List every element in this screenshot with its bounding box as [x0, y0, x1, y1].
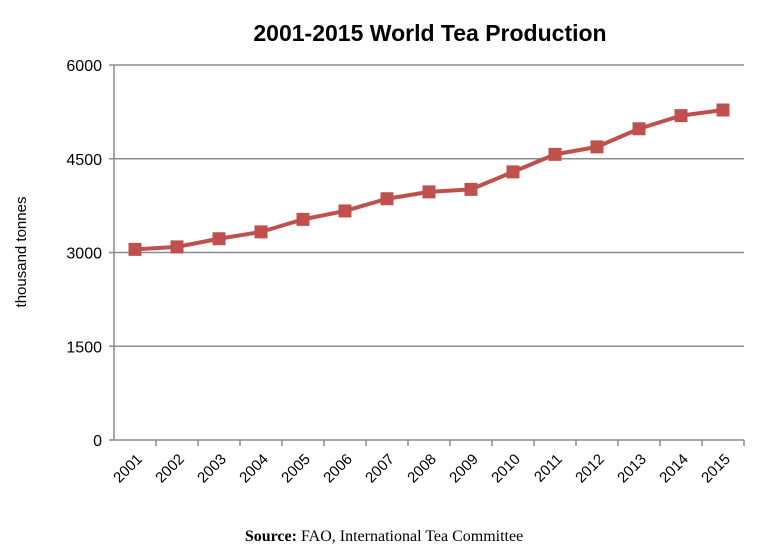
data-point [170, 240, 184, 254]
data-point [254, 225, 268, 239]
data-point [128, 242, 142, 256]
x-tick-label: 2008 [404, 451, 440, 487]
data-point [716, 103, 730, 117]
x-tick-label: 2009 [446, 451, 482, 487]
x-tick-label: 2015 [698, 451, 734, 487]
chart-title: 2001-2015 World Tea Production [253, 20, 607, 46]
x-tick-label: 2005 [278, 451, 314, 487]
y-tick-label: 4500 [66, 152, 102, 169]
data-point [506, 165, 520, 179]
y-tick-label: 1500 [66, 339, 102, 356]
source-label: Source: [244, 528, 297, 545]
data-point [590, 140, 604, 154]
data-point [464, 182, 478, 196]
x-tick-label: 2010 [488, 451, 524, 487]
data-point [674, 109, 688, 123]
data-point [632, 122, 646, 136]
data-point [212, 232, 226, 246]
y-tick-label: 6000 [66, 58, 102, 75]
x-tick-label: 2006 [320, 451, 356, 487]
data-point [296, 212, 310, 226]
y-axis-label: thousand tonnes [13, 197, 30, 308]
data-point [422, 185, 436, 199]
x-tick-label: 2013 [614, 451, 650, 487]
x-tick-label: 2014 [656, 451, 692, 487]
x-tick-label: 2001 [110, 451, 146, 487]
x-tick-label: 2011 [531, 451, 566, 486]
x-tick-label: 2012 [572, 451, 608, 487]
data-point [338, 204, 352, 218]
y-tick-label: 3000 [66, 246, 102, 263]
x-tick-label: 2002 [152, 451, 188, 487]
source-text: FAO, International Tea Committee [296, 528, 524, 545]
y-tick-label: 0 [93, 433, 102, 450]
x-tick-label: 2007 [362, 451, 398, 487]
source-note: Source: FAO, International Tea Committee [0, 528, 768, 546]
data-point [380, 192, 394, 206]
x-tick-label: 2004 [236, 451, 272, 487]
data-point [548, 147, 562, 161]
x-tick-label: 2003 [194, 451, 230, 487]
